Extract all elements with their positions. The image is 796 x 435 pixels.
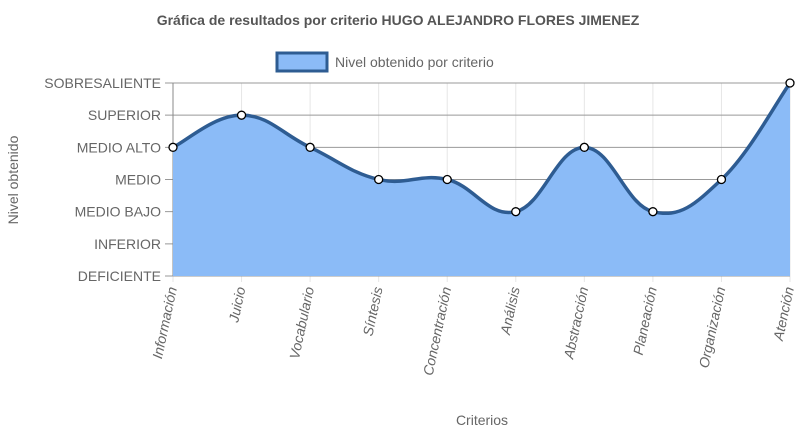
data-point[interactable] <box>168 142 178 152</box>
y-axis-title: Nivel obtenido <box>5 135 21 224</box>
x-axis-title: Criterios <box>456 412 508 428</box>
x-tick-label: Planeación <box>630 285 660 356</box>
x-tick-label: Organización <box>696 285 729 369</box>
x-tick-label: Análisis <box>497 285 523 337</box>
data-point[interactable] <box>374 174 384 185</box>
chart-title: Gráfica de resultados por criterio HUGO … <box>157 12 640 28</box>
x-axis-ticks: Información Juicio Vocabulario Síntesis Conc… <box>149 285 796 377</box>
series-area <box>172 81 792 276</box>
x-tick-label: Juicio <box>225 285 248 325</box>
x-tick-label: Síntesis <box>360 285 386 337</box>
series-line <box>172 81 792 216</box>
x-tick-label: Atención <box>770 285 796 343</box>
data-point[interactable] <box>442 174 452 185</box>
data-points[interactable] <box>168 78 795 217</box>
data-point[interactable] <box>716 174 727 185</box>
y-tick-label: SUPERIOR <box>88 107 161 123</box>
legend-swatch <box>275 51 329 73</box>
y-tick-label: MEDIO <box>115 172 161 188</box>
y-tick-label: INFERIOR <box>94 236 161 252</box>
data-point[interactable] <box>511 207 521 217</box>
legend-label: Nivel obtenido por criterio <box>335 54 494 70</box>
x-tick-label: Vocabulario <box>286 285 317 360</box>
x-tick-label: Concentración <box>420 285 454 377</box>
data-point[interactable] <box>305 142 315 152</box>
data-point[interactable] <box>648 207 658 217</box>
legend[interactable]: Nivel obtenido por criterio <box>275 51 494 73</box>
series-area-fill <box>173 83 790 276</box>
x-tick-label: Abstracción <box>560 285 591 361</box>
data-point[interactable] <box>236 110 247 120</box>
y-tick-label: DEFICIENTE <box>78 268 161 284</box>
y-tick-label: SOBRESALIENTE <box>44 75 161 91</box>
x-tick-label: Información <box>149 285 180 360</box>
y-tick-label: MEDIO ALTO <box>77 139 161 155</box>
y-tick-label: MEDIO BAJO <box>75 204 161 220</box>
y-axis-ticks: DEFICIENTE INFERIOR MEDIO BAJO MEDIO MEDIO A… <box>44 75 161 284</box>
data-point[interactable] <box>579 142 589 152</box>
data-point[interactable] <box>785 78 795 88</box>
